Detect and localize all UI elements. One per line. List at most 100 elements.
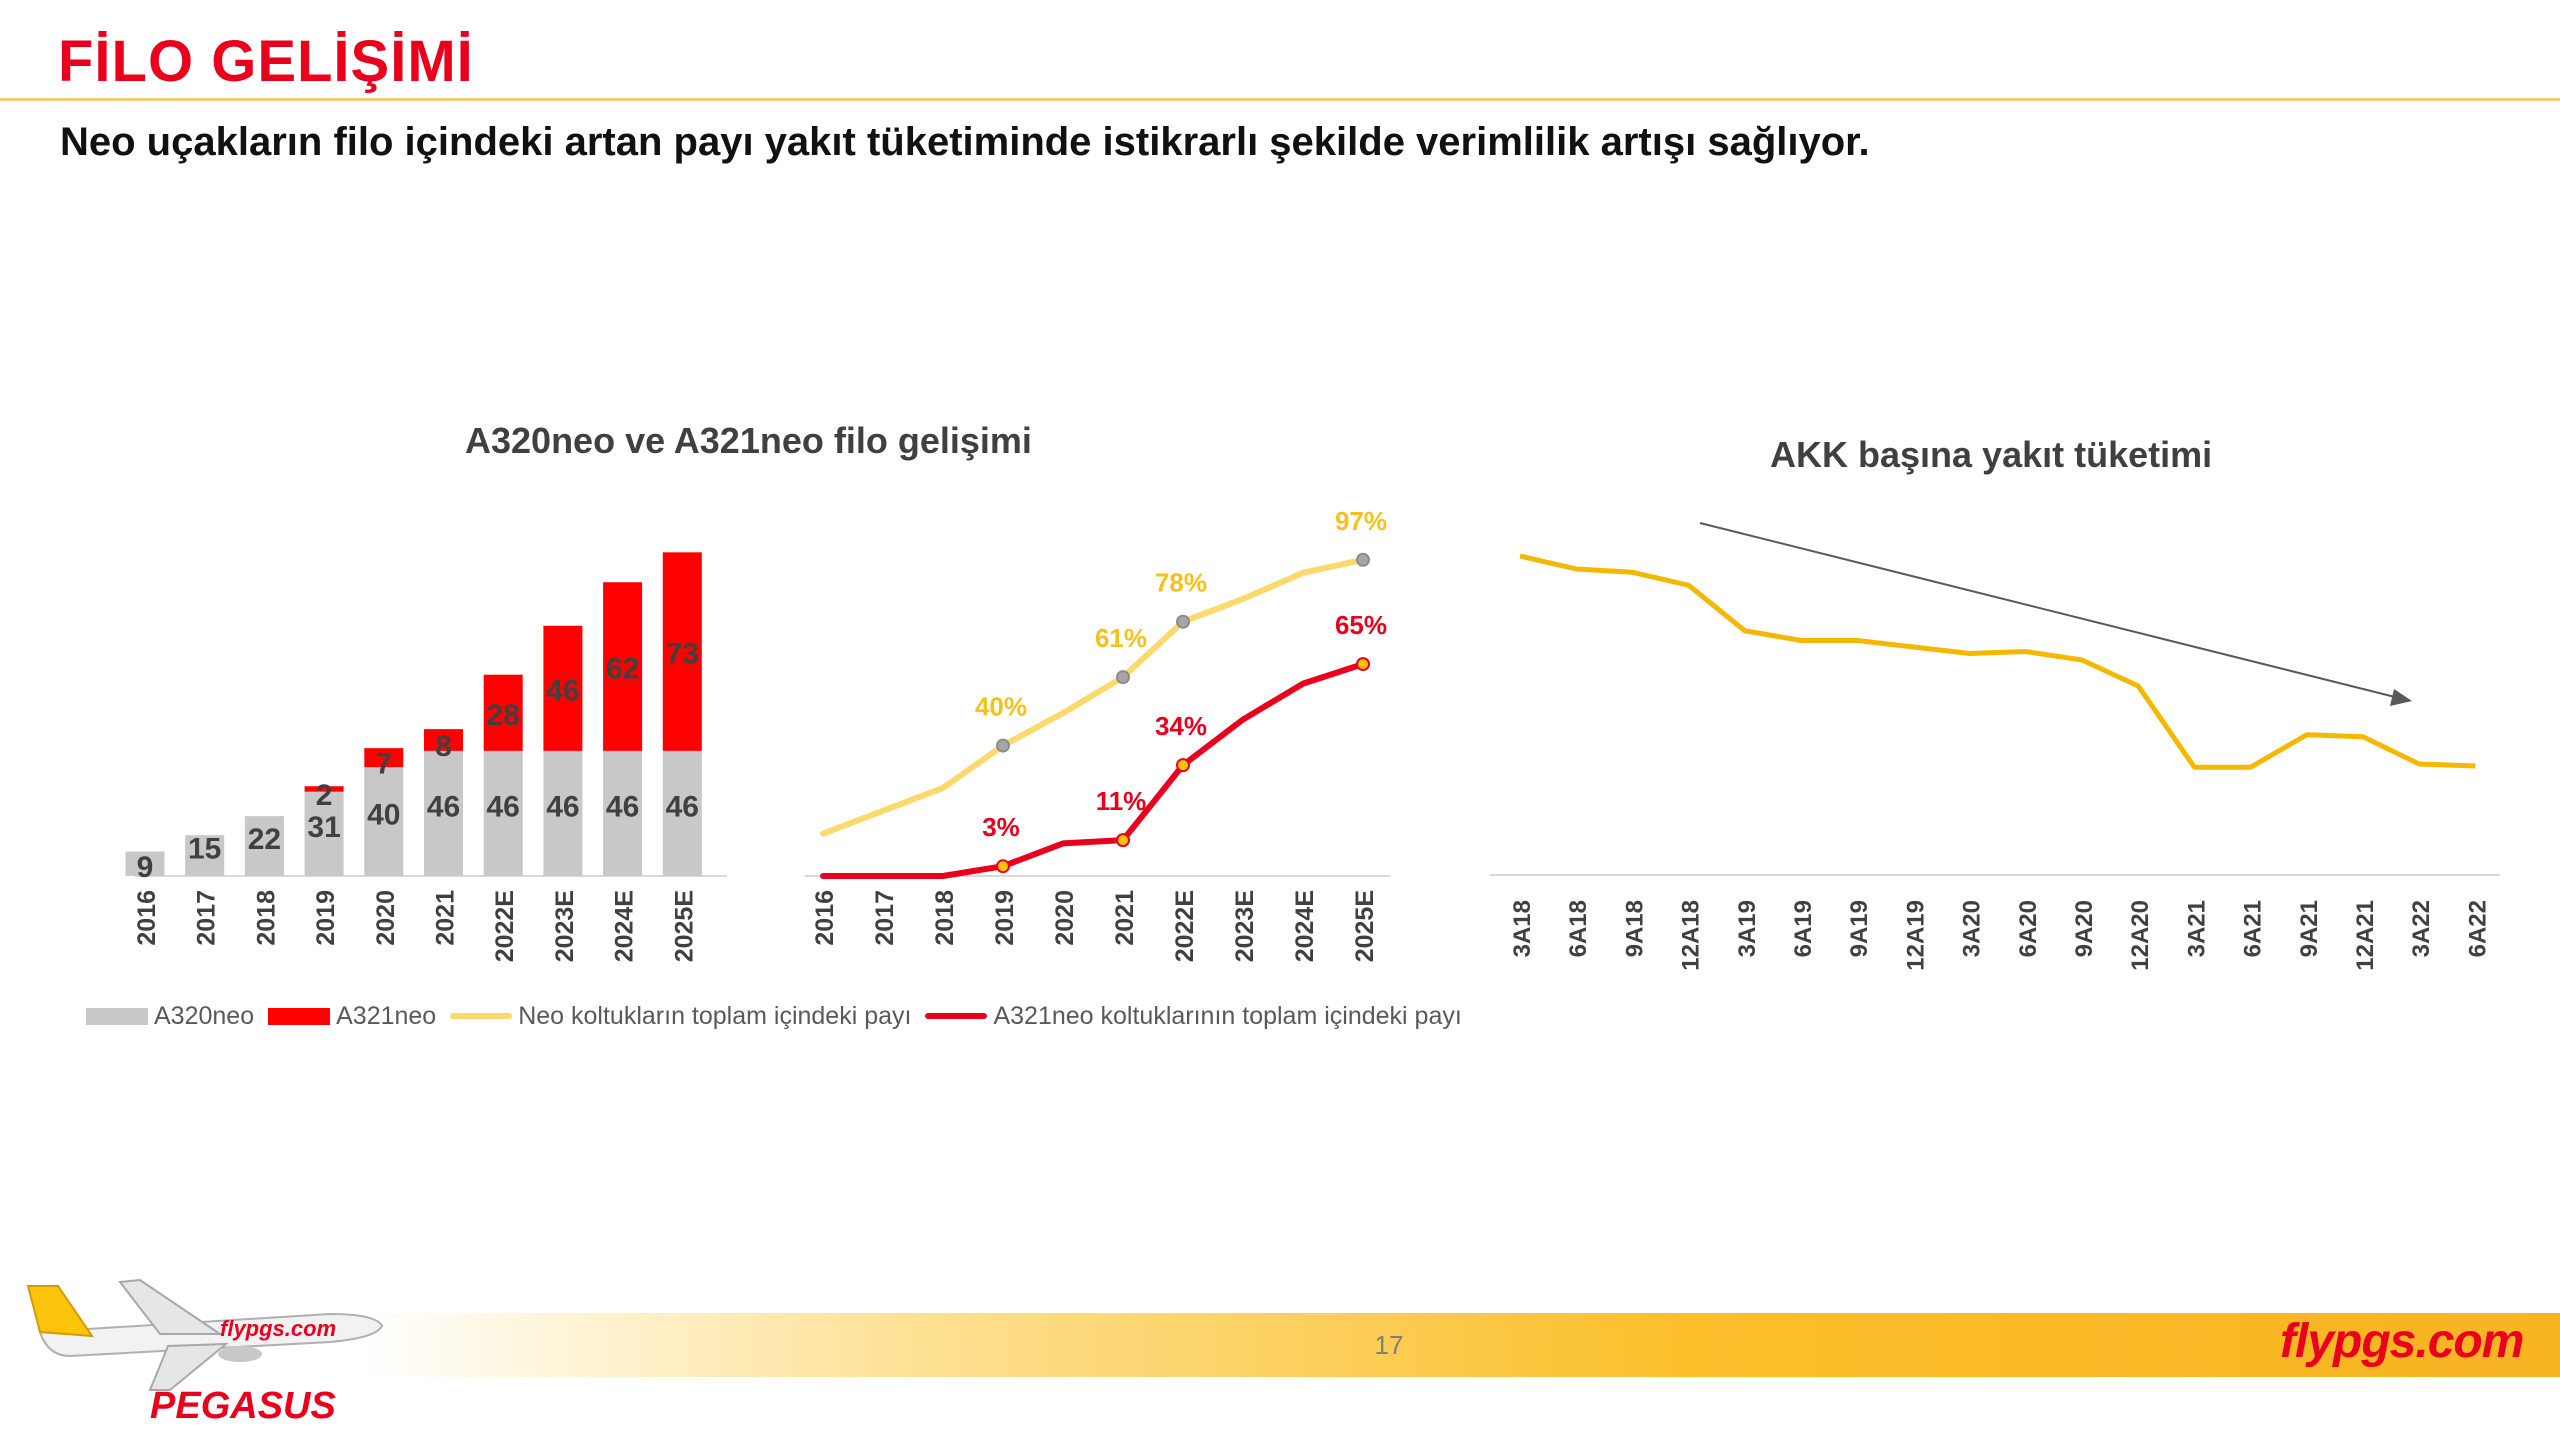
bar-label-a320neo: 9 <box>137 851 154 884</box>
bar-a321neo <box>483 674 523 751</box>
data-label-a321-share: 11% <box>1096 786 1147 816</box>
data-label-a321-share: 3% <box>982 812 1020 842</box>
trend-arrow-head-icon <box>2390 689 2412 706</box>
x-tick-label: 6A21 <box>2240 900 2267 957</box>
legend-swatch-a321neo <box>268 1007 331 1025</box>
bar-a321neo <box>364 748 404 768</box>
airplane-icon <box>26 1278 384 1391</box>
bar-a320neo <box>244 816 284 876</box>
x-tick-label: 6A20 <box>2015 900 2042 957</box>
x-tick-label: 2025E <box>670 890 698 962</box>
legend-swatch-a321-share <box>925 1013 988 1019</box>
legend-item-a321neo: A321neo <box>268 1002 436 1031</box>
legend-label-a320neo: A320neo <box>154 1001 255 1030</box>
legend-swatch-neo-share <box>450 1013 513 1019</box>
plane-livery-text: flypgs.com <box>220 1316 336 1341</box>
x-tick-label: 9A20 <box>2071 900 2098 957</box>
x-tick-label: 2016 <box>133 890 161 946</box>
x-tick-label: 6A19 <box>1790 900 1817 957</box>
bar-a321neo <box>543 625 583 751</box>
trend-arrow-line <box>1699 522 2396 698</box>
bar-label-a320neo: 46 <box>666 790 699 823</box>
x-tick-label: 12A18 <box>1678 900 1705 971</box>
bar-label-a320neo: 46 <box>606 790 639 823</box>
fuel-consumption-line-chart: 3A18 6A18 9A18 12A18 3A19 6A19 9A19 12A19 3A20 6A… <box>1490 522 2500 971</box>
bar-a320neo <box>543 750 583 876</box>
x-tick-label: 2025E <box>1351 890 1379 962</box>
x-tick-label: 2022E <box>1171 890 1199 962</box>
x-tick-label: 2017 <box>871 890 899 946</box>
page-title: FİLO GELİŞİMİ <box>58 29 474 94</box>
bar-label-a320neo: 46 <box>546 790 579 823</box>
x-tick-label: 3A19 <box>1734 900 1761 957</box>
legend-label-a321neo: A321neo <box>336 1001 437 1030</box>
marker-neo-share <box>1356 552 1370 567</box>
marker-a321-share <box>1176 758 1190 773</box>
line-a321-share <box>820 661 1366 879</box>
bar-label-a320neo: 15 <box>188 833 221 866</box>
marker-a321-share <box>1356 657 1370 672</box>
legend-swatch-a320neo <box>86 1007 148 1025</box>
line-fuel-consumption <box>1519 553 2476 770</box>
x-tick-label: 2016 <box>811 890 839 946</box>
fuel-chart-title: AKK başına yakıt tüketimi <box>1770 434 2213 475</box>
marker-neo-share <box>1176 614 1190 629</box>
x-tick-label: 6A22 <box>2464 900 2491 957</box>
x-tick-label: 12A19 <box>1902 900 1929 971</box>
legend-item-a320neo: A320neo <box>86 1002 254 1031</box>
data-label-a321-share: 34% <box>1155 711 1207 741</box>
bar-label-a321neo: 7 <box>375 748 392 781</box>
x-tick-label: 3A18 <box>1509 900 1536 957</box>
title-divider <box>0 98 2560 101</box>
data-label-neo-share: 40% <box>975 692 1027 722</box>
bar-label-a321neo: 8 <box>435 730 452 763</box>
bar-label-a321neo: 2 <box>316 779 333 812</box>
seat-share-line-chart: 40% 61% 78% 97% 3% 11% 34% 65% 2016 2017 2018 2019 2… <box>805 506 1390 962</box>
fleet-bar-chart: 9 2016 15 2017 22 2018 312 2019 40 7 2020 46 8 2021 46… <box>125 552 727 962</box>
bar-label-a321neo: 28 <box>487 699 520 732</box>
bar-label-a320neo: 22 <box>248 823 281 856</box>
brand-url: flypgs.com <box>2280 1315 2524 1368</box>
x-tick-label: 3A20 <box>1959 900 1986 957</box>
x-tick-label: 9A18 <box>1621 900 1648 957</box>
x-tick-label: 2019 <box>312 890 340 946</box>
marker-neo-share <box>1116 670 1130 685</box>
fleet-chart-title: A320neo ve A321neo filo gelişimi <box>465 420 1032 461</box>
page-number: 17 <box>1374 1330 1404 1360</box>
marker-a321-share <box>996 859 1010 874</box>
bar-label-a320neo: 46 <box>487 790 520 823</box>
bar-a320neo <box>483 750 523 876</box>
legend-label-neo-share: Neo koltukların toplam içindeki payı <box>518 1001 912 1030</box>
x-tick-label: 2024E <box>1291 890 1319 962</box>
x-tick-label: 2024E <box>611 890 639 962</box>
bar-a321neo <box>662 552 702 751</box>
bar-label-a320neo: 31 <box>307 811 340 844</box>
bar-label-a320neo: 46 <box>427 790 460 823</box>
bar-label-a320neo: 40 <box>367 799 400 832</box>
x-tick-label: 2022E <box>491 890 519 962</box>
data-label-neo-share: 78% <box>1155 568 1207 598</box>
x-tick-label: 2023E <box>551 890 579 962</box>
x-tick-label: 12A20 <box>2127 900 2154 971</box>
x-tick-label: 9A21 <box>2296 900 2323 957</box>
x-tick-label: 2023E <box>1231 890 1259 962</box>
x-tick-label: 9A19 <box>1846 900 1873 957</box>
bar-a320neo <box>185 835 225 876</box>
bar-a320neo <box>304 791 344 876</box>
bar-a320neo <box>364 767 404 876</box>
bar-a321neo <box>603 582 643 751</box>
x-tick-label: 2019 <box>991 890 1019 946</box>
data-label-a321-share: 65% <box>1335 610 1387 640</box>
page-subtitle: Neo uçakların filo içindeki artan payı y… <box>60 120 1870 164</box>
x-tick-label: 2017 <box>193 890 221 946</box>
fleet-chart-legend: A320neo A321neo Neo koltukların toplam i… <box>86 1000 1476 1032</box>
footer-band <box>360 1313 2560 1377</box>
x-tick-label: 2021 <box>432 890 460 946</box>
bar-a320neo <box>603 750 643 876</box>
bar-a320neo <box>424 750 463 876</box>
x-tick-label: 2020 <box>1051 890 1079 946</box>
x-tick-label: 12A21 <box>2352 900 2379 971</box>
bar-a320neo <box>125 851 165 876</box>
x-tick-label: 6A18 <box>1565 900 1592 957</box>
